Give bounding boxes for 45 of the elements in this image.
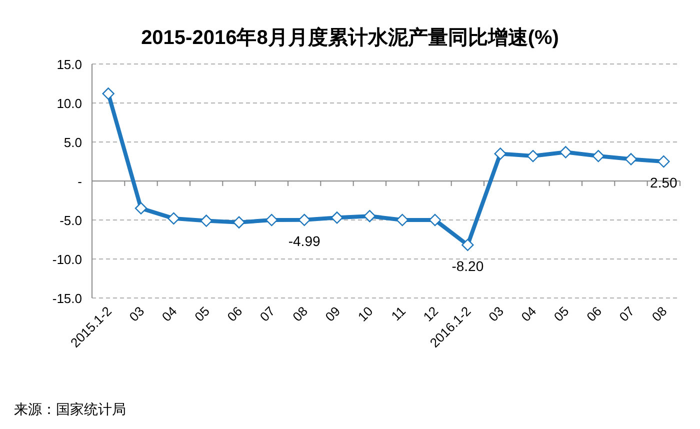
y-tick-label: - [78, 174, 82, 189]
x-tick-label: 07 [616, 304, 638, 324]
point [396, 214, 408, 226]
point [462, 238, 474, 252]
source-note: 来源：国家统计局 [14, 401, 126, 417]
point [428, 214, 442, 226]
x-tick-label: 10 [354, 304, 376, 324]
data-label: 2.50 [650, 174, 678, 190]
point [526, 150, 540, 162]
x-tick-label: 07 [256, 304, 278, 324]
point [658, 155, 670, 168]
y-tick-label: 15.0 [56, 57, 82, 72]
x-tick-label: 08 [648, 304, 670, 324]
point [168, 212, 180, 225]
y-tick-label: -15.0 [52, 291, 82, 306]
x-tick-label: 05 [192, 304, 212, 324]
data-label: -4.99 [288, 232, 320, 249]
x-tick-label: 03 [126, 304, 148, 324]
y-tick-label: 10.0 [56, 96, 82, 111]
point [494, 148, 506, 160]
point [560, 146, 572, 158]
point [364, 210, 376, 222]
x-tick-label: 08 [290, 304, 310, 324]
y-tick-label: 5.0 [64, 135, 82, 150]
x-tick-label: 09 [322, 304, 344, 324]
x-tick-label: 03 [486, 304, 506, 324]
x-tick-label: 06 [584, 304, 604, 324]
x-tick-label: 05 [550, 304, 572, 324]
y-tick-label: -10.0 [52, 252, 82, 267]
chart-title: 2015-2016年8月月度累计水泥产量同比增速(%) [141, 26, 559, 49]
point [266, 214, 278, 226]
point [330, 212, 344, 224]
point [134, 202, 148, 214]
point [200, 214, 212, 227]
point [592, 150, 604, 162]
point [102, 88, 114, 100]
x-tick-label: 11 [388, 304, 408, 324]
x-tick-label: 04 [158, 304, 180, 324]
x-tick-label: 06 [224, 304, 246, 324]
x-tick-label: 04 [518, 304, 540, 324]
point [298, 214, 310, 226]
y-tick-label: -5.0 [60, 213, 82, 228]
point [624, 153, 638, 166]
data-label: -8.20 [452, 258, 484, 274]
point [232, 216, 246, 228]
